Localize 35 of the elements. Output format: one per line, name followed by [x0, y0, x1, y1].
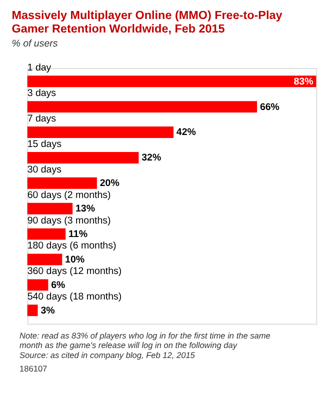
y-tick-label: 3 days	[27, 88, 56, 100]
data-label: 6%	[51, 280, 66, 291]
bar	[27, 304, 38, 316]
text: 186107	[20, 364, 48, 374]
y-tick-label: 1 day	[27, 62, 52, 74]
bar	[27, 177, 97, 189]
data-label: 11%	[68, 228, 88, 240]
data-label: 83%	[294, 76, 314, 88]
y-tick-label: 60 days (2 months)	[27, 190, 111, 201]
data-label: 13%	[75, 204, 96, 215]
source-note: Source: as cited in company blog, Feb 12, 2015	[20, 350, 196, 360]
y-tick-label: 7 days	[27, 114, 56, 125]
data-label: 20%	[100, 178, 120, 190]
bar	[27, 202, 73, 214]
data-label: 3%	[40, 305, 56, 316]
y-tick-label: 180 days (6 months)	[27, 240, 116, 252]
chart-subtitle: % of users	[12, 38, 58, 50]
bar	[27, 126, 174, 138]
bar	[27, 101, 258, 113]
y-tick-label: 30 days	[27, 164, 62, 176]
text: Note: read as 83% of players who log in for the first time in the same month as the game's release will log in on the following day	[20, 330, 271, 350]
bar	[27, 279, 48, 291]
data-label: 10%	[65, 254, 85, 266]
y-tick-label: 90 days (3 months)	[27, 215, 111, 226]
data-label: 66%	[260, 102, 280, 113]
bar	[27, 254, 62, 266]
data-label: 42%	[176, 127, 196, 138]
y-tick-label: 540 days (18 months)	[27, 292, 122, 303]
data-label: 32%	[142, 152, 162, 164]
y-tick-label: 15 days	[27, 138, 62, 150]
chart-title: Massively Multiplayer Online (MMO) Free-to-Play Gamer Retention Worldwide, Feb 2015	[12, 8, 283, 36]
bar	[27, 152, 139, 164]
y-tick-label: 360 days (12 months)	[27, 266, 122, 278]
bar	[27, 228, 66, 240]
bar	[27, 76, 316, 88]
